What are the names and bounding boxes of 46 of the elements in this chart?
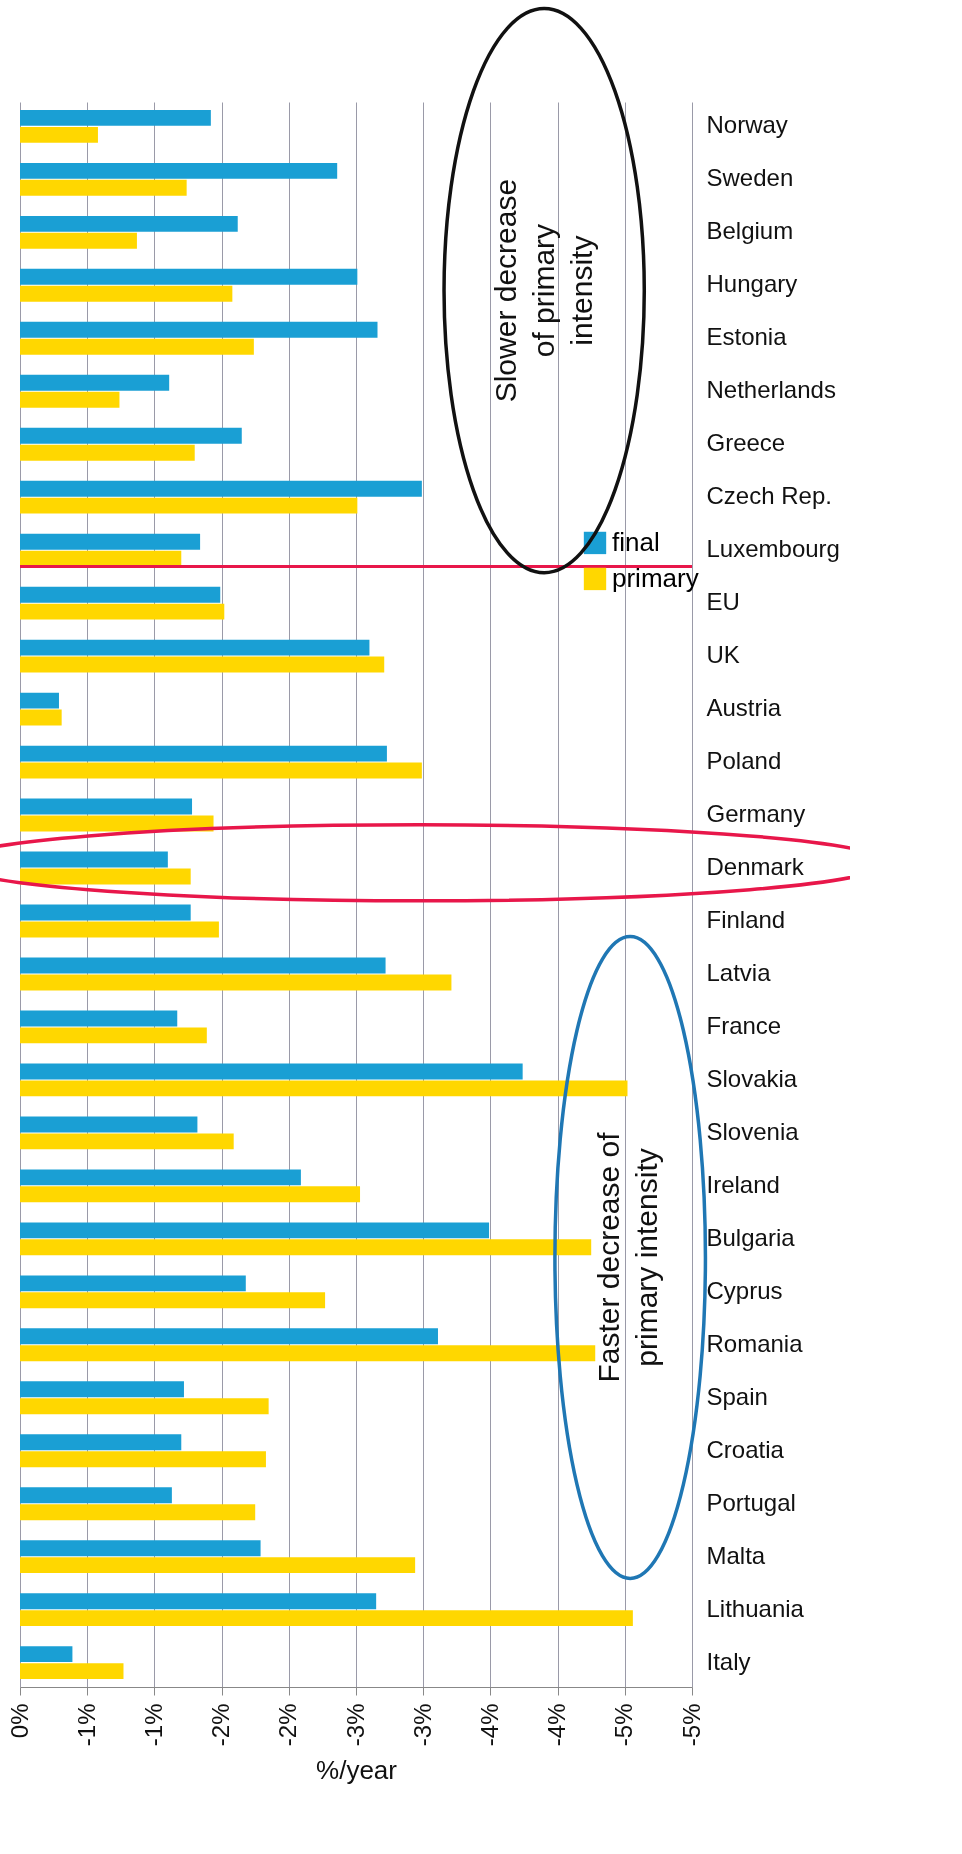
x-tick-label: -2% [207, 1703, 235, 1747]
x-tick-label: -3% [341, 1703, 369, 1747]
x-tick-label: -3% [408, 1703, 436, 1747]
y-tick-label: Slovenia [706, 1117, 800, 1145]
y-tick-label: Malta [706, 1541, 766, 1569]
y-tick-label: Italy [706, 1647, 751, 1675]
legend-label: primary [612, 562, 699, 593]
y-tick-label: Latvia [706, 958, 772, 986]
annotation: Faster decrease of primary intensity [592, 1131, 664, 1383]
y-tick-label: Luxembourg [706, 535, 840, 563]
y-tick-label: EU [706, 588, 740, 616]
x-tick-label: -4% [543, 1703, 571, 1747]
y-tick-label: Sweden [706, 164, 794, 192]
x-tick-label: -5% [610, 1703, 638, 1747]
y-tick-label: Estonia [706, 323, 788, 351]
y-tick-label: Czech Rep. [706, 482, 832, 510]
x-tick-label: 0% [5, 1703, 33, 1739]
y-tick-label: Norway [706, 111, 788, 139]
y-tick-label: UK [706, 641, 740, 669]
y-tick-label: Germany [706, 800, 806, 828]
y-tick-label: Hungary [706, 270, 798, 298]
y-tick-label: Greece [706, 429, 786, 457]
y-tick-label: Romania [706, 1329, 804, 1357]
x-tick-label: -5% [677, 1703, 705, 1747]
y-tick-label: France [706, 1011, 782, 1039]
x-tick-label: -4% [475, 1703, 503, 1747]
y-tick-label: Denmark [706, 853, 805, 881]
x-tick-label: -1% [72, 1703, 100, 1747]
y-tick-label: Cyprus [706, 1276, 783, 1304]
y-tick-label: Croatia [706, 1435, 785, 1463]
x-axis-title: %/year [316, 1755, 398, 1786]
y-tick-label: Bulgaria [706, 1223, 796, 1251]
y-tick-label: Spain [706, 1382, 768, 1410]
legend-label: final [612, 526, 660, 557]
y-tick-label: Ireland [706, 1170, 780, 1198]
y-tick-label: Slovakia [706, 1064, 798, 1092]
x-tick-label: -1% [139, 1703, 167, 1747]
y-tick-label: Netherlands [706, 376, 836, 404]
y-tick-label: Belgium [706, 217, 794, 245]
y-tick-label: Lithuania [706, 1594, 805, 1622]
y-tick-label: Poland [706, 747, 782, 775]
y-tick-label: Finland [706, 905, 786, 933]
y-tick-label: Portugal [706, 1488, 796, 1516]
annotation: Slower decrease of primary intensity [489, 178, 599, 403]
x-tick-label: -2% [274, 1703, 302, 1747]
y-tick-label: Austria [706, 694, 782, 722]
